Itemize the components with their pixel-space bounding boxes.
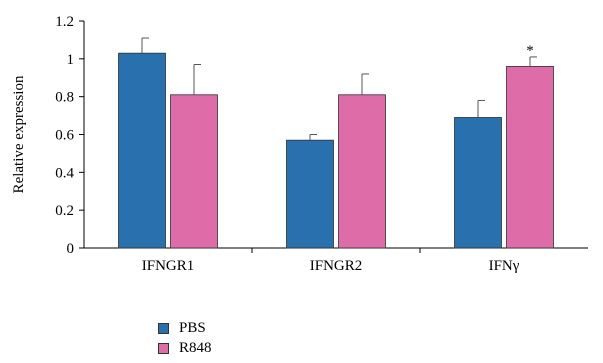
legend-item-r848: R848 (158, 338, 212, 358)
x-tick-label: IFNγ (489, 258, 520, 274)
y-tick-label: 0 (67, 241, 75, 257)
y-tick-label: 1.2 (55, 14, 74, 30)
bar-r848-1 (338, 94, 386, 249)
bar-pbs-2 (454, 117, 502, 249)
x-tick-label: IFNGR2 (310, 258, 363, 274)
legend-label-pbs: PBS (179, 319, 206, 336)
x-tick-label: IFNGR1 (142, 258, 195, 274)
chart-bars (118, 37, 554, 249)
legend-swatch-pbs (158, 322, 169, 334)
bar-pbs-1 (286, 139, 334, 249)
legend: PBS R848 (158, 318, 212, 358)
chart-labels: 0 0.2 0.4 0.6 0.8 1 1.2 Relative expression IFNG… (11, 14, 534, 274)
legend-swatch-r848 (158, 342, 169, 354)
y-tick-label: 0.8 (55, 90, 74, 106)
bar-r848-0 (170, 94, 218, 249)
legend-item-pbs: PBS (158, 318, 212, 338)
y-tick-label: 0.2 (55, 203, 74, 219)
bar-r848-2 (506, 66, 554, 249)
bar-pbs-0 (118, 52, 166, 249)
legend-label-r848: R848 (179, 339, 212, 356)
y-tick-label: 1 (67, 52, 75, 68)
chart-axes (79, 20, 588, 253)
y-tick-label: 0.6 (55, 128, 74, 144)
y-tick-label: 0.4 (55, 165, 74, 181)
y-axis-label: Relative expression (11, 75, 27, 193)
significance-marker: * (526, 43, 534, 59)
